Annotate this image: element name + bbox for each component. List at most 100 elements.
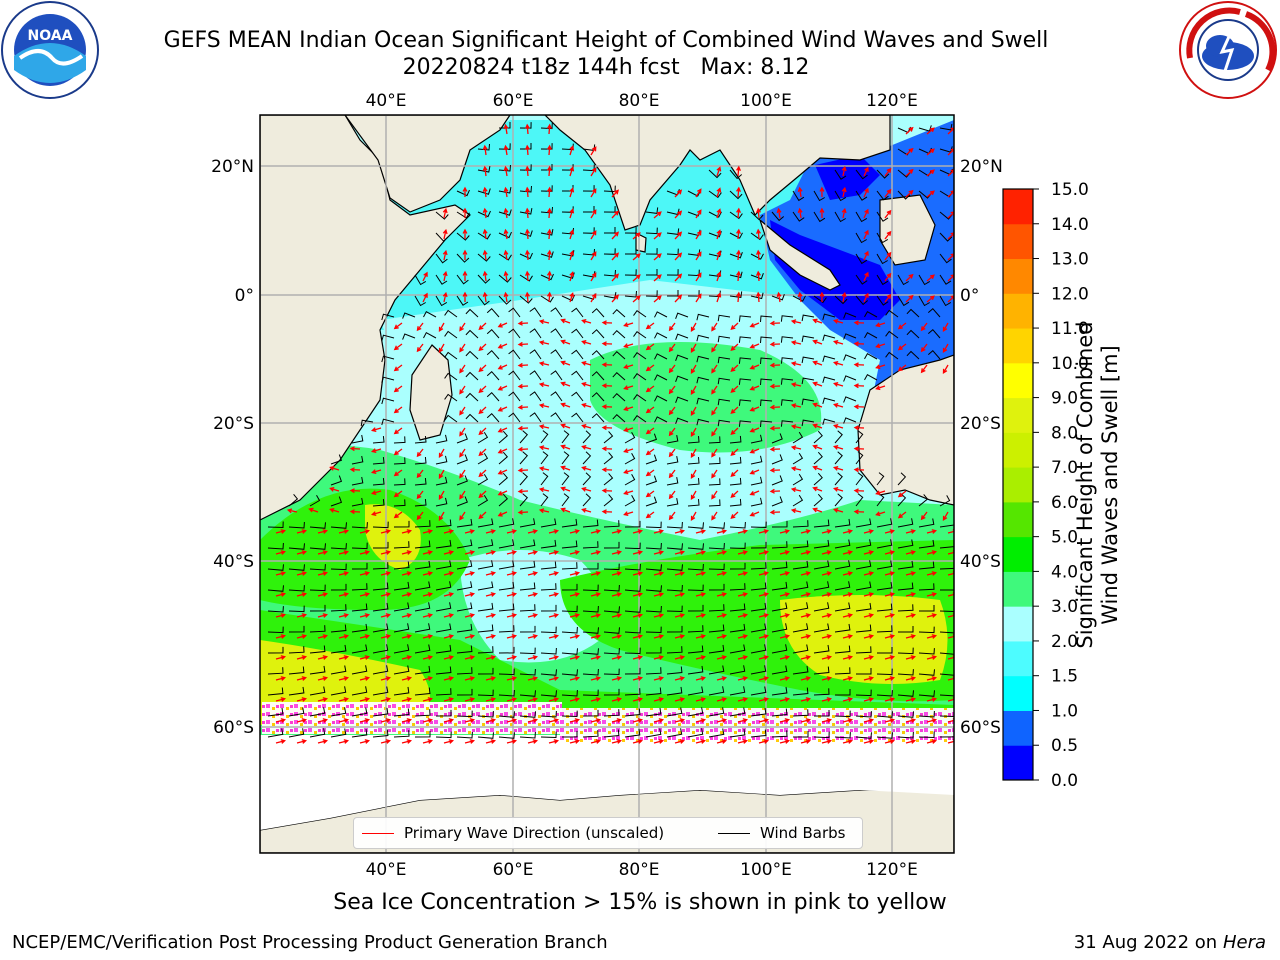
wind-barb <box>330 583 347 591</box>
wave-arrow <box>897 343 907 351</box>
wind-barb <box>813 190 825 202</box>
wave-arrow <box>800 655 812 660</box>
wind-barb <box>696 397 710 405</box>
wave-arrow <box>716 187 722 198</box>
wind-barb <box>519 208 533 215</box>
wind-barb <box>897 295 910 307</box>
wave-arrow <box>370 490 382 496</box>
wind-barb <box>550 349 563 360</box>
wind-barb <box>729 477 742 486</box>
wave-arrow <box>749 469 760 475</box>
wind-barb <box>918 690 935 697</box>
wind-barb <box>801 335 815 343</box>
wind-barb <box>393 730 410 738</box>
wave-arrow <box>653 295 662 303</box>
wind-barb <box>477 143 490 151</box>
wind-barb <box>696 376 710 384</box>
wind-barb <box>498 625 515 633</box>
wave-arrow <box>905 655 917 660</box>
wind-barb <box>793 731 809 738</box>
wind-barb <box>267 728 284 738</box>
wind-barb <box>372 707 389 717</box>
wave-arrow <box>590 529 602 534</box>
wave-arrow <box>527 550 539 555</box>
wave-arrow <box>443 529 455 534</box>
wave-arrow <box>736 165 741 177</box>
wave-arrow <box>875 385 886 391</box>
wave-arrow <box>338 739 350 744</box>
wave-arrow <box>546 228 552 240</box>
wind-barb <box>675 417 689 424</box>
wind-barb <box>633 373 647 381</box>
wave-arrow <box>737 655 749 660</box>
wind-barb <box>456 667 473 675</box>
wind-barb <box>729 603 746 612</box>
wind-barb <box>906 308 920 318</box>
wind-barb <box>591 308 605 318</box>
wave-arrow <box>736 228 741 240</box>
wind-barb <box>456 295 469 306</box>
wave-arrow <box>623 469 634 475</box>
wind-barb <box>666 543 683 550</box>
wave-arrow <box>601 509 613 515</box>
wind-barb <box>498 274 512 283</box>
wind-barb <box>519 295 533 304</box>
wave-arrow <box>359 655 371 660</box>
wind-barb <box>624 453 636 465</box>
wind-barb <box>550 391 563 402</box>
wind-barb <box>444 309 458 318</box>
wind-barb <box>666 728 683 738</box>
wave-arrow <box>645 364 655 372</box>
wave-arrow <box>769 509 781 515</box>
wind-barb <box>939 631 954 634</box>
wave-arrow <box>690 364 697 374</box>
wind-barb <box>771 475 783 486</box>
legend-wave-label: Primary Wave Direction (unscaled) <box>404 824 665 842</box>
wind-barb <box>624 563 641 571</box>
land-sumatra <box>758 218 841 291</box>
wave-arrow <box>317 550 329 555</box>
wind-barb <box>738 357 752 364</box>
wind-barb <box>519 252 533 260</box>
wind-barb <box>582 689 599 697</box>
wave-arrow <box>517 320 529 326</box>
legend-wave-swatch <box>362 833 394 834</box>
wind-barb <box>624 647 641 655</box>
wind-barb <box>582 472 592 486</box>
wind-barb <box>729 232 743 239</box>
wind-barb <box>519 451 529 465</box>
wave-arrow <box>863 208 869 219</box>
wave-arrow <box>527 613 539 618</box>
wave-arrow <box>296 634 308 639</box>
wave-arrow <box>812 318 823 324</box>
credit-line: NCEP/EMC/Verification Post Processing Pr… <box>12 932 608 953</box>
wind-barb <box>477 431 489 444</box>
wave-arrow <box>716 550 728 555</box>
map-legend: Primary Wave Direction (unscaled) Wind B… <box>353 817 863 849</box>
wind-barb <box>675 312 689 319</box>
wind-barb <box>750 211 764 221</box>
colorbar-swatch <box>1003 328 1033 364</box>
wave-arrow <box>674 571 686 576</box>
wave-arrow <box>560 381 571 387</box>
wind-barb <box>603 668 620 676</box>
wind-barb <box>717 377 731 385</box>
wind-barb <box>519 472 529 486</box>
wind-barb <box>897 669 914 676</box>
wind-barb <box>477 473 489 486</box>
wave-arrow <box>601 362 613 368</box>
wind-barb <box>519 122 532 129</box>
wind-barb <box>540 647 557 655</box>
wave-arrow <box>821 676 833 681</box>
colorbar-tick-label: 1.5 <box>1051 667 1078 687</box>
wave-arrow <box>438 322 445 332</box>
wind-barb <box>822 418 836 426</box>
colorbar-tick-label: 5.0 <box>1051 528 1078 548</box>
wave-arrow <box>548 592 560 597</box>
wind-barb <box>855 560 872 570</box>
wind-barb <box>486 307 500 318</box>
wind-barb <box>612 413 626 423</box>
wind-barb <box>351 455 364 465</box>
wind-barb <box>625 248 637 255</box>
wind-barb <box>288 666 305 675</box>
